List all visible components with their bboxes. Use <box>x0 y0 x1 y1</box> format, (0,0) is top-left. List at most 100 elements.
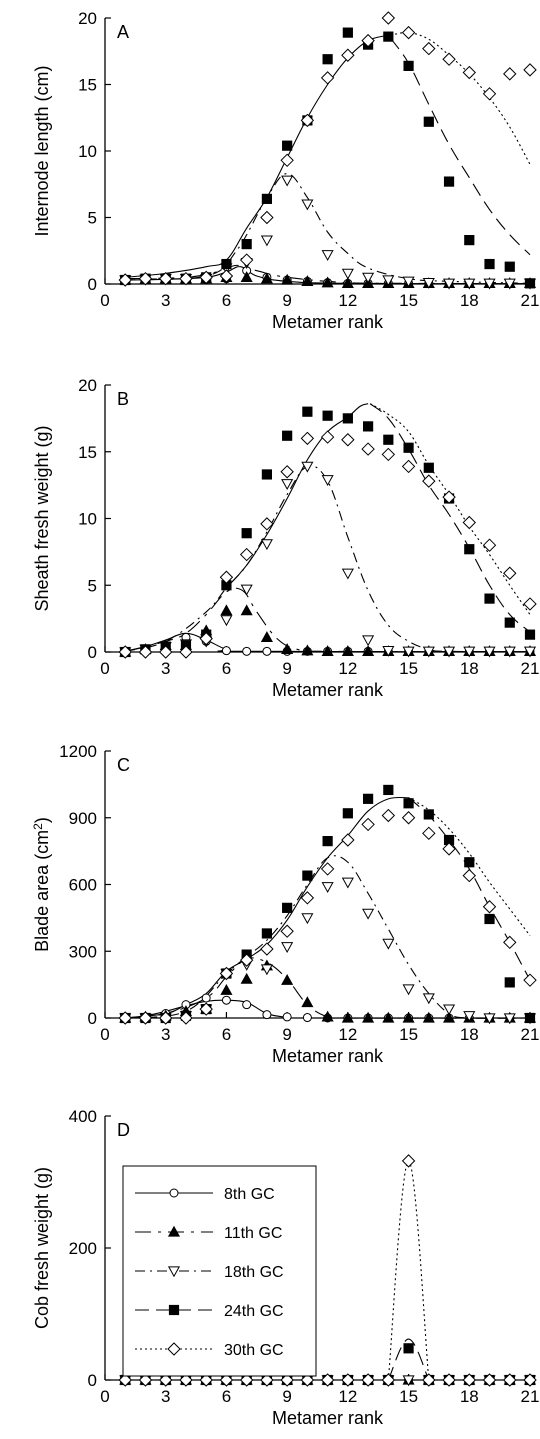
data-point-series-1 <box>402 1011 415 1023</box>
data-point-series-0 <box>262 646 272 656</box>
data-point-series-1 <box>362 645 375 656</box>
series-curve-5 <box>226 403 369 589</box>
data-point-series-4 <box>300 891 315 905</box>
legend: 8th GC 11th GC 18th GC 24th GC 30th GC <box>122 1165 317 1377</box>
x-tick-label: 18 <box>460 659 479 678</box>
data-point-series-4 <box>361 442 375 456</box>
data-point-series-4 <box>219 1373 234 1387</box>
data-point-series-4 <box>320 71 335 85</box>
data-point-series-4 <box>219 966 234 981</box>
data-point-series-1 <box>341 645 354 656</box>
data-point-series-4 <box>280 924 294 938</box>
panel-d: 0 3 6 9 12 15 18 21 0 200 400 D Metamer rank Cob fres… <box>32 1107 539 1428</box>
data-point-series-4 <box>442 490 456 504</box>
data-point-series-4 <box>503 1373 517 1387</box>
data-point-series-1 <box>220 604 233 616</box>
y-axis-label-text: Sheath fresh weight (g) <box>32 425 52 611</box>
data-point-series-4 <box>159 1373 173 1387</box>
x-tick-label: 15 <box>399 1025 418 1044</box>
series-curve-4 <box>408 797 531 937</box>
panel-letter: A <box>117 22 129 42</box>
data-point-series-2 <box>382 938 395 950</box>
data-point-series-2 <box>402 646 415 658</box>
series-curve-1 <box>125 264 531 285</box>
data-point-series-4 <box>523 597 537 611</box>
data-point-series-3 <box>403 798 414 809</box>
x-tick-label: 21 <box>521 1025 540 1044</box>
data-point-series-4 <box>320 862 335 876</box>
data-point-series-3 <box>302 406 313 417</box>
x-tick-label: 12 <box>338 1025 357 1044</box>
data-point-series-1 <box>301 275 314 286</box>
data-point-series-4 <box>422 41 436 56</box>
data-point-series-1 <box>341 277 354 288</box>
data-point-series-4 <box>361 817 375 832</box>
data-point-series-4 <box>422 1373 436 1387</box>
x-tick-label: 6 <box>222 659 231 678</box>
y-tick-label: 300 <box>69 942 97 961</box>
y-tick-label: 20 <box>78 376 97 395</box>
data-point-series-2 <box>321 882 334 893</box>
data-point-series-1 <box>220 983 233 995</box>
x-tick-label: 9 <box>282 659 291 678</box>
data-point-series-2 <box>483 278 496 290</box>
data-point-series-3 <box>484 593 495 604</box>
x-tick-label: 12 <box>338 291 357 310</box>
x-tick-label: 15 <box>399 1387 418 1406</box>
data-point-series-4 <box>503 935 517 950</box>
data-point-series-2 <box>523 646 537 658</box>
y-tick-label: 900 <box>69 809 97 828</box>
x-tick-label: 12 <box>338 1387 357 1406</box>
data-point-series-3 <box>504 261 515 272</box>
legend-box <box>122 1165 317 1377</box>
data-point-series-1 <box>281 973 294 985</box>
series-curve-5 <box>125 34 389 278</box>
x-tick-label: 6 <box>222 291 231 310</box>
data-point-series-3 <box>504 977 515 988</box>
data-point-series-4 <box>159 271 173 286</box>
data-point-series-4 <box>260 1373 274 1387</box>
panel-b: 0 3 6 9 12 15 18 21 0 5 10 15 20 B Metamer rank Sheath … <box>32 376 539 700</box>
data-point-series-3 <box>342 413 353 424</box>
x-tick-label: 3 <box>161 1387 170 1406</box>
series-curve-1 <box>125 587 531 653</box>
data-point-series-4 <box>179 645 193 659</box>
legend-marker <box>167 1342 181 1356</box>
series-curve-3 <box>408 797 531 981</box>
data-point-series-2 <box>463 278 476 290</box>
data-point-series-2 <box>483 646 496 658</box>
data-point-series-0 <box>282 1012 292 1022</box>
x-tick-label: 9 <box>282 291 291 310</box>
data-point-series-4 <box>260 210 274 225</box>
data-point-series-2 <box>281 175 294 187</box>
x-tick-label: 9 <box>282 1387 291 1406</box>
series-curve-5 <box>125 796 409 1019</box>
y-tick-label: 0 <box>88 275 97 294</box>
data-point-series-4 <box>482 538 497 552</box>
data-point-series-0 <box>221 646 231 656</box>
data-point-series-4 <box>422 474 436 488</box>
y-axis-label-superscript: 2 <box>31 823 45 830</box>
data-point-series-4 <box>199 1373 213 1387</box>
data-point-series-4 <box>523 63 537 77</box>
data-point-series-3 <box>322 54 333 65</box>
data-point-series-4 <box>503 67 517 81</box>
data-point-series-2 <box>503 646 516 658</box>
y-tick-label: 0 <box>88 1371 97 1390</box>
data-point-series-4 <box>442 842 456 856</box>
data-point-series-2 <box>402 276 415 288</box>
panel-letter: D <box>117 1120 130 1140</box>
data-point-series-4 <box>503 566 517 580</box>
data-point-series-1 <box>301 644 314 656</box>
data-point-series-4 <box>300 431 315 446</box>
panel-letter: C <box>117 755 130 775</box>
data-point-series-4 <box>199 1002 213 1016</box>
y-tick-label: 5 <box>88 576 97 595</box>
data-point-series-1 <box>240 972 253 984</box>
x-tick-label: 0 <box>100 659 109 678</box>
data-point-series-1 <box>422 1011 435 1023</box>
legend-label: 24th GC <box>224 1303 284 1320</box>
data-point-series-4 <box>179 271 193 286</box>
series-curve-2 <box>125 465 531 653</box>
x-axis-label: Metamer rank <box>272 312 384 332</box>
